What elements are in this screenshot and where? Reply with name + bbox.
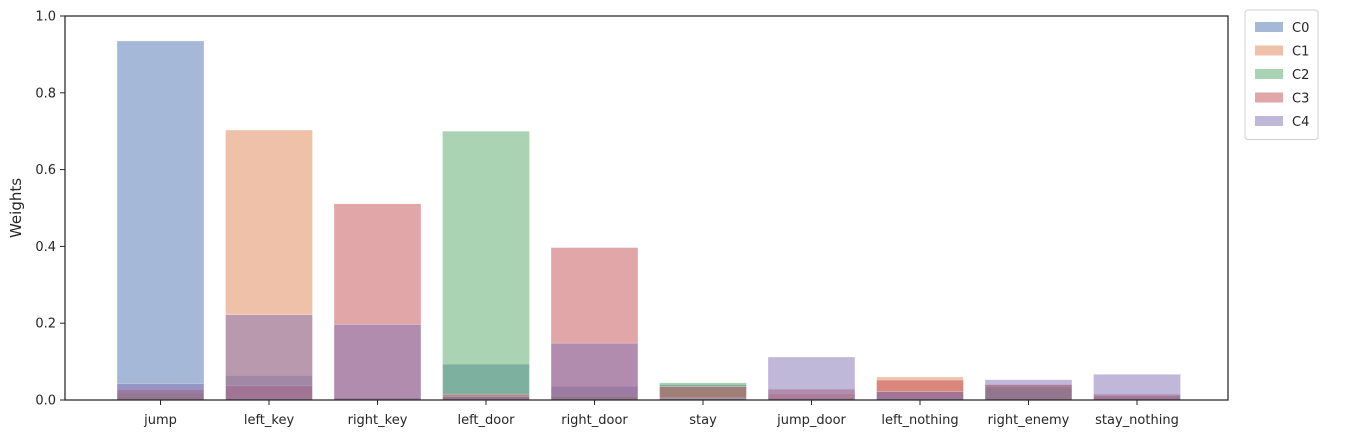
legend-swatch-c1 xyxy=(1255,45,1283,56)
y-axis-label: Weights xyxy=(7,178,25,238)
bar-c4-right-enemy xyxy=(984,379,1073,401)
legend-label-c3: C3 xyxy=(1292,92,1309,107)
y-tick-label: 0.8 xyxy=(35,86,56,101)
plot-frame xyxy=(64,15,1229,401)
bar-c0-jump xyxy=(116,40,205,401)
x-tick-label: stay_nothing xyxy=(1095,413,1179,428)
x-tick-label: right_enemy xyxy=(988,413,1070,428)
x-tick-label: right_door xyxy=(561,413,628,428)
x-tick-label: left_door xyxy=(457,413,515,428)
bar-c4-left-key xyxy=(225,314,313,401)
legend-swatch-c2 xyxy=(1255,69,1283,79)
y-tick-label: 0.6 xyxy=(35,163,56,178)
x-tick-label: left_nothing xyxy=(881,413,958,428)
y-tick-label: 0.4 xyxy=(35,240,56,255)
x-tick-label: left_key xyxy=(244,413,295,428)
bar-c4-stay-nothing xyxy=(1093,373,1181,401)
x-tick-label: jump_door xyxy=(776,413,846,428)
bars-layer xyxy=(116,40,1181,401)
x-tick-label: right_key xyxy=(348,413,408,428)
bar-c2-left-door xyxy=(442,130,530,401)
x-tick-label: stay xyxy=(689,413,717,428)
y-axis: 0.0 0.2 0.4 0.6 0.8 1.0 xyxy=(35,10,65,409)
legend-label-c1: C1 xyxy=(1292,45,1309,60)
x-tick-label: jump xyxy=(143,413,177,428)
bar-c4-jump-door xyxy=(767,356,856,401)
bar-c4-right-door xyxy=(550,342,639,401)
bar-c4-right-key xyxy=(333,324,422,401)
legend: C0 C1 C2 C3 C4 xyxy=(1244,9,1319,140)
y-tick-label: 0.2 xyxy=(35,317,56,332)
bar-c4-left-nothing xyxy=(876,391,964,401)
legend-swatch-c4 xyxy=(1255,116,1283,126)
legend-label-c0: C0 xyxy=(1292,21,1309,36)
bar-c4-jump xyxy=(116,383,205,401)
legend-label-c4: C4 xyxy=(1292,115,1309,130)
x-axis: jump left_key right_key left_door right_door… xyxy=(143,400,1179,428)
legend-label-c2: C2 xyxy=(1292,68,1309,83)
y-tick-label: 1.0 xyxy=(35,10,56,25)
y-tick-label: 0.0 xyxy=(35,394,56,409)
legend-swatch-c0 xyxy=(1255,22,1283,32)
legend-swatch-c3 xyxy=(1255,92,1283,103)
